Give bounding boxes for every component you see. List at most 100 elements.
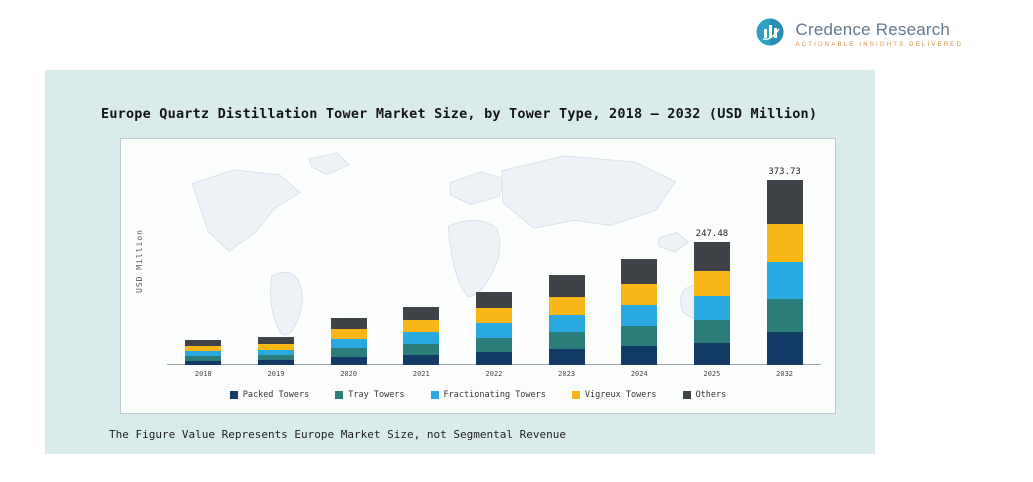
x-tick-2022: 2022 xyxy=(485,370,503,378)
bar-stack-2023 xyxy=(548,275,585,365)
bar-segment-others-2023 xyxy=(548,275,585,297)
bar-segment-fractionating-towers-2032 xyxy=(766,261,803,299)
x-tick-2018: 2018 xyxy=(194,370,212,378)
bar-segment-others-2024 xyxy=(621,259,658,284)
bar-group-2018: 2018 xyxy=(185,151,222,381)
bar-segment-vigreux-towers-2020 xyxy=(330,329,367,339)
legend-label-tray-towers: Tray Towers xyxy=(348,390,405,400)
chart-title: Europe Quartz Distillation Tower Market … xyxy=(101,106,818,122)
legend-swatch-fractionating-towers xyxy=(430,391,439,399)
bar-stack-2025 xyxy=(693,242,730,365)
bar-group-2024: 2024 xyxy=(621,151,658,381)
logo-tagline: Actionable Insights Delivered xyxy=(795,42,963,48)
bar-segment-others-2022 xyxy=(475,291,512,309)
world-map-background xyxy=(191,152,727,336)
bar-group-2025: 247.48 2025 xyxy=(693,151,730,381)
bar-stack-2022 xyxy=(475,291,512,365)
legend-swatch-tray-towers xyxy=(335,391,344,399)
bar-segment-fractionating-towers-2020 xyxy=(330,338,367,349)
bar-segment-packed-towers-2025 xyxy=(693,342,730,365)
bar-segment-tray-towers-2020 xyxy=(330,348,367,357)
bar-segment-tray-towers-2019 xyxy=(257,355,294,360)
bar-segment-others-2019 xyxy=(257,337,294,345)
bar-segment-fractionating-towers-2023 xyxy=(548,314,585,333)
bar-segment-packed-towers-2020 xyxy=(330,356,367,365)
legend-item-fractionating-towers: Fractionating Towers xyxy=(430,390,546,400)
x-tick-2020: 2020 xyxy=(340,370,358,378)
bar-stack-2032 xyxy=(766,180,803,365)
bar-segment-vigreux-towers-2023 xyxy=(548,296,585,315)
legend-label-vigreux-towers: Vigreux Towers xyxy=(584,390,657,400)
bar-segment-tray-towers-2025 xyxy=(693,320,730,343)
legend-item-others: Others xyxy=(682,390,727,400)
credence-research-logo[interactable]: Credence Research Actionable Insights De… xyxy=(754,16,964,52)
bar-stack-2019 xyxy=(257,337,294,365)
bar-segment-packed-towers-2023 xyxy=(548,348,585,365)
legend-swatch-vigreux-towers xyxy=(571,391,580,399)
bar-stack-2021 xyxy=(403,306,440,365)
bar-segment-packed-towers-2022 xyxy=(475,351,512,365)
bar-stack-2024 xyxy=(621,259,658,365)
bar-segment-tray-towers-2021 xyxy=(403,344,440,355)
bar-segment-tray-towers-2024 xyxy=(621,326,658,346)
legend-label-packed-towers: Packed Towers xyxy=(242,390,310,400)
bar-segment-vigreux-towers-2025 xyxy=(693,271,730,297)
logo-name: Credence Research xyxy=(795,20,951,39)
bar-segment-others-2018 xyxy=(185,340,222,346)
legend-item-vigreux-towers: Vigreux Towers xyxy=(571,390,657,400)
bar-segment-packed-towers-2032 xyxy=(766,331,803,365)
bar-segment-vigreux-towers-2022 xyxy=(475,308,512,324)
x-tick-2024: 2024 xyxy=(630,370,648,378)
bar-segment-others-2020 xyxy=(330,318,367,330)
bar-group-2021: 2021 xyxy=(403,151,440,381)
bars-row: 2018 2019 2020 2021 2022 2023 2024 247.48 2025 37… xyxy=(167,151,821,381)
bar-segment-vigreux-towers-2024 xyxy=(621,283,658,306)
bar-segment-tray-towers-2022 xyxy=(475,338,512,352)
bar-segment-vigreux-towers-2018 xyxy=(185,346,222,351)
x-tick-2019: 2019 xyxy=(267,370,285,378)
y-axis-label: USD Million xyxy=(135,229,144,293)
bar-value-label-2025: 247.48 xyxy=(695,229,729,240)
bar-group-2020: 2020 xyxy=(330,151,367,381)
bar-segment-tray-towers-2032 xyxy=(766,298,803,332)
bar-stack-2018 xyxy=(185,340,222,365)
x-tick-2023: 2023 xyxy=(558,370,576,378)
legend-swatch-packed-towers xyxy=(229,391,238,399)
bar-segment-packed-towers-2018 xyxy=(185,360,222,365)
legend-item-packed-towers: Packed Towers xyxy=(229,390,310,400)
x-tick-2032: 2032 xyxy=(776,370,793,378)
bar-segment-packed-towers-2021 xyxy=(403,354,440,365)
chart-footnote: The Figure Value Represents Europe Marke… xyxy=(109,428,566,441)
bar-segment-others-2032 xyxy=(766,180,803,225)
bar-segment-vigreux-towers-2021 xyxy=(403,320,440,333)
legend-row: Packed Towers Tray Towers Fractionating To… xyxy=(121,390,835,400)
chart-box: USD Million 2018 2019 2020 2021 2022 2023 2024… xyxy=(120,138,836,414)
bar-segment-others-2021 xyxy=(403,306,440,321)
bar-segment-packed-towers-2024 xyxy=(621,345,658,365)
bar-segment-vigreux-towers-2032 xyxy=(766,224,803,262)
bar-stack-2020 xyxy=(330,318,367,365)
bar-segment-fractionating-towers-2022 xyxy=(475,323,512,339)
bar-segment-packed-towers-2019 xyxy=(257,360,294,365)
bar-chart-circle-icon xyxy=(754,16,788,52)
bar-segment-tray-towers-2023 xyxy=(548,332,585,349)
bar-group-2019: 2019 xyxy=(257,151,294,381)
bar-group-2032: 373.73 2032 xyxy=(766,151,803,381)
bar-group-2023: 2023 xyxy=(548,151,585,381)
bar-segment-fractionating-towers-2018 xyxy=(185,351,222,356)
bar-value-label-2032: 373.73 xyxy=(768,167,801,178)
bar-segment-fractionating-towers-2024 xyxy=(621,305,658,327)
bar-segment-tray-towers-2018 xyxy=(185,356,222,361)
bar-segment-others-2025 xyxy=(693,242,730,272)
bar-segment-fractionating-towers-2019 xyxy=(257,349,294,355)
x-tick-2025: 2025 xyxy=(703,370,721,378)
bar-segment-fractionating-towers-2025 xyxy=(693,296,730,321)
legend-label-fractionating-towers: Fractionating Towers xyxy=(443,390,546,400)
legend-label-others: Others xyxy=(695,390,727,400)
legend-item-tray-towers: Tray Towers xyxy=(335,390,405,400)
bar-segment-fractionating-towers-2021 xyxy=(403,332,440,345)
chart-panel: Europe Quartz Distillation Tower Market … xyxy=(45,70,875,454)
bar-segment-vigreux-towers-2019 xyxy=(257,344,294,350)
bar-group-2022: 2022 xyxy=(475,151,512,381)
legend-swatch-others xyxy=(682,391,691,399)
